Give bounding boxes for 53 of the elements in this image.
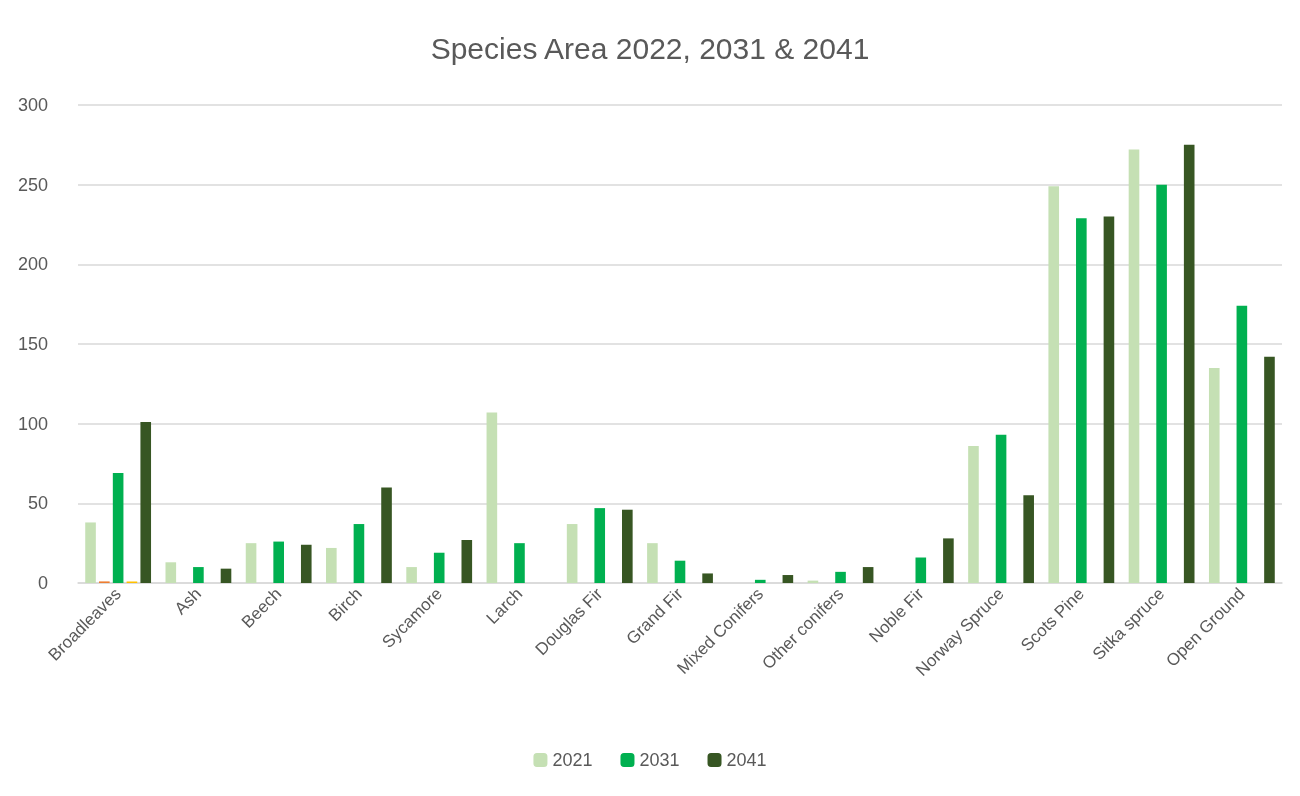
bar [461,539,473,583]
bar [486,412,498,583]
bar [514,543,525,583]
bar [1183,144,1195,583]
bar [85,522,96,583]
bar [1023,495,1034,583]
bar [112,473,124,583]
bar [782,575,794,583]
bar [300,544,312,583]
bar [1103,216,1115,583]
bar [1236,305,1248,583]
y-tick-label: 100 [17,413,48,434]
bar [381,487,392,583]
legend-label: 2021 [552,750,593,770]
bar [862,567,874,583]
bar [1048,186,1060,583]
legend-label: 2031 [639,750,680,770]
y-tick-label: 250 [17,174,48,195]
legend-label: 2041 [726,750,767,770]
bar [220,568,232,583]
bar [754,579,766,583]
bar [647,543,658,583]
bar [353,524,365,583]
bar [1076,218,1087,583]
bar [968,445,979,583]
bar [594,508,606,583]
y-tick-label: 150 [17,334,48,354]
bar [995,434,1007,583]
x-tick-label: Ash [170,584,206,619]
bar [1264,356,1275,583]
y-tick-label: 50 [27,493,48,514]
bar [622,509,633,583]
bar [1128,149,1140,583]
bar [273,541,284,583]
bar [245,543,257,583]
chart-title: Species Area 2022, 2031 & 2041 [430,31,870,65]
bar [566,524,578,583]
bar [943,538,954,583]
bar [915,557,927,583]
bar [702,573,713,583]
bar [674,560,686,583]
bar [140,422,152,583]
bar [406,567,417,583]
bar [1208,367,1220,583]
bar [1156,184,1167,583]
y-tick-label: 300 [17,95,48,115]
bar [193,567,204,583]
bar [433,552,445,583]
bar [835,571,846,583]
bar [165,562,177,583]
y-tick-label: 200 [17,254,48,275]
y-tick-label: 0 [37,573,48,593]
bar [326,547,337,583]
